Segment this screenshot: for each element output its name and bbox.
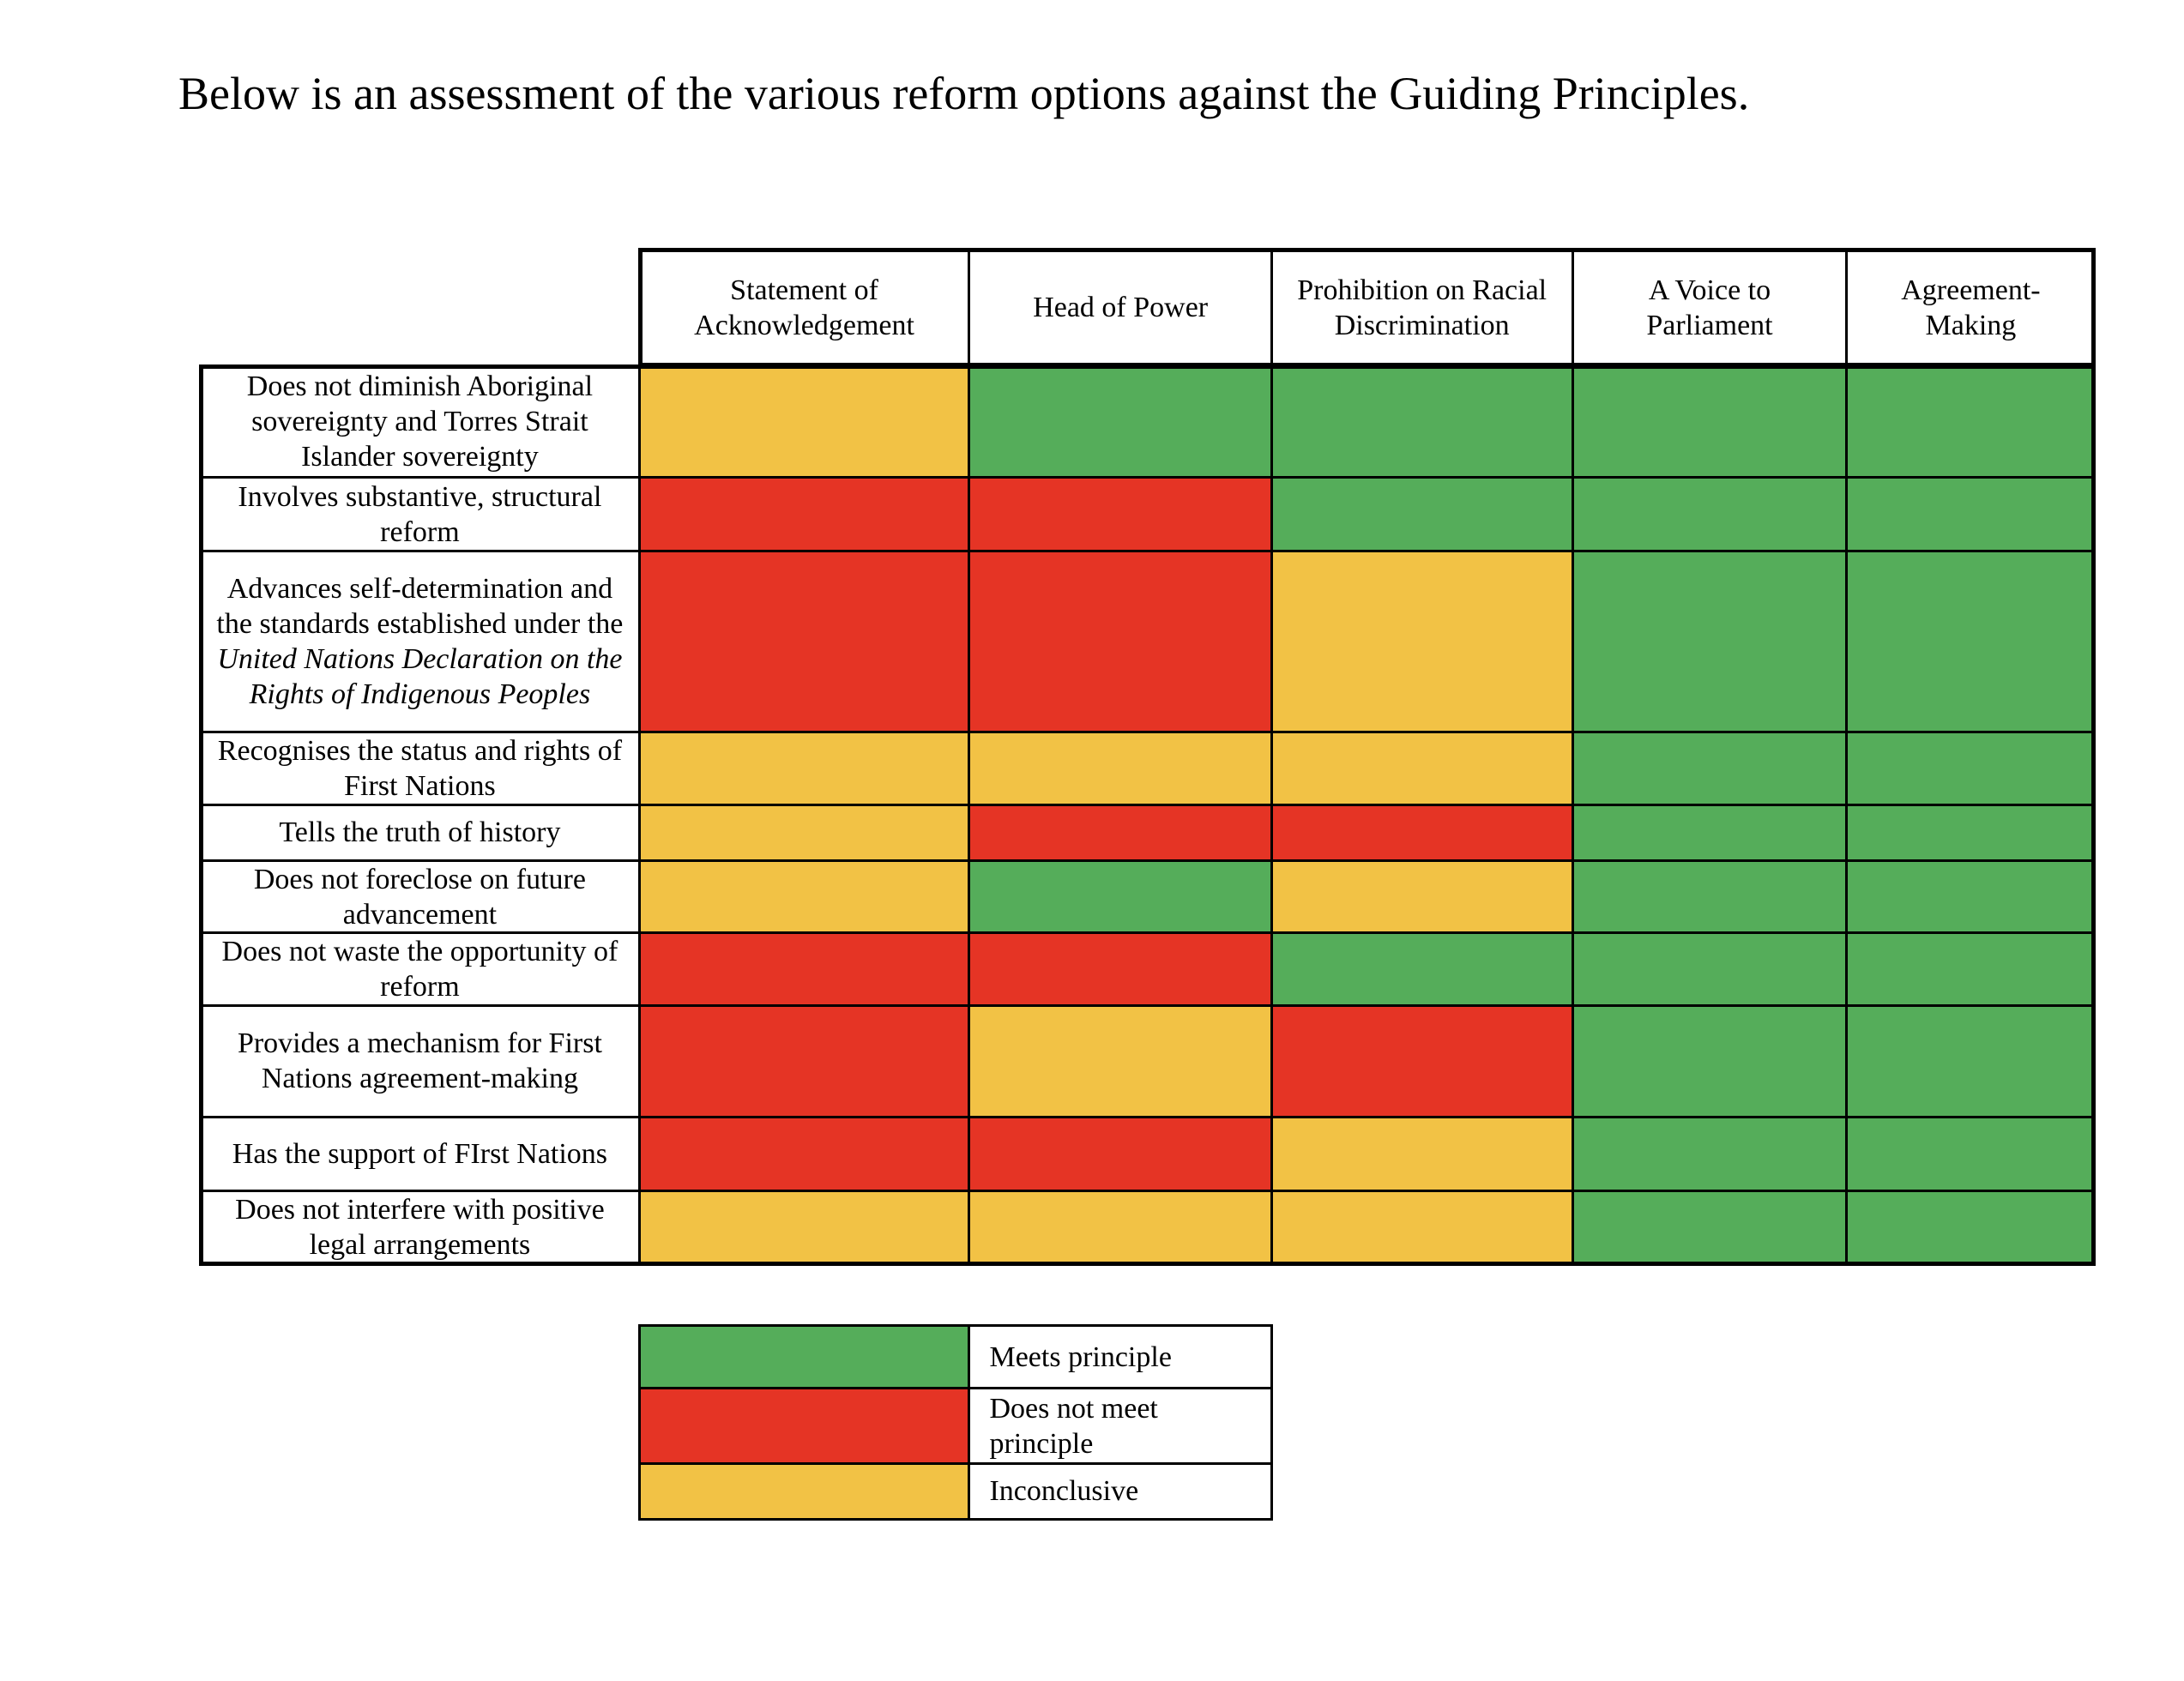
- status-cell: [1571, 1115, 1849, 1192]
- status-cell: [637, 476, 971, 553]
- label-part: Does not foreclose on future advancement: [253, 863, 586, 931]
- row-label: Advances self-determination and the stan…: [199, 550, 641, 734]
- status-cell: [1571, 931, 1849, 1007]
- status-cell: [1270, 931, 1574, 1007]
- row-label-text: Does not waste the opportunity of reform: [210, 934, 629, 1004]
- status-cell: [637, 731, 971, 806]
- status-cell: [968, 476, 1273, 553]
- status-cell: [968, 859, 1273, 935]
- row-label: Provides a mechanism for First Nations a…: [199, 1003, 641, 1118]
- label-part: Does not interfere with positive legal a…: [235, 1194, 605, 1262]
- row-label-text: Does not foreclose on future advancement: [210, 862, 629, 932]
- status-cell: [1845, 550, 2097, 734]
- row-label-text: Involves substantive, structural reform: [210, 479, 629, 550]
- status-cell: [1845, 1115, 2097, 1192]
- legend-swatch: [637, 1324, 971, 1390]
- status-cell: [637, 803, 971, 862]
- label-part: Provides a mechanism for First Nations a…: [237, 1027, 602, 1095]
- column-header: Statement of Acknowledgement: [637, 248, 971, 368]
- label-part: Recognises the status and rights of Firs…: [217, 735, 623, 803]
- row-label-text: Has the support of FIrst Nations: [232, 1136, 607, 1172]
- label-part: Involves substantive, structural reform: [238, 480, 602, 548]
- status-cell: [968, 931, 1273, 1007]
- row-label: Has the support of FIrst Nations: [199, 1115, 641, 1192]
- legend-swatch: [637, 1387, 971, 1465]
- status-cell: [637, 550, 971, 734]
- status-cell: [1571, 1003, 1849, 1118]
- status-cell: [637, 1189, 971, 1266]
- legend-label: Meets principle: [968, 1324, 1273, 1390]
- column-header: Prohibition on Racial Discrimination: [1270, 248, 1574, 368]
- status-cell: [968, 365, 1273, 479]
- status-cell: [637, 859, 971, 935]
- status-cell: [968, 550, 1273, 734]
- label-part: Does not diminish Aboriginal sovereignty…: [246, 371, 594, 473]
- status-cell: [1270, 476, 1574, 553]
- status-cell: [968, 1115, 1273, 1192]
- status-cell: [1270, 731, 1574, 806]
- status-cell: [1270, 1115, 1574, 1192]
- status-cell: [1571, 1189, 1849, 1266]
- status-cell: [968, 1189, 1273, 1266]
- row-label: Involves substantive, structural reform: [199, 476, 641, 553]
- label-part: Tells the truth of history: [279, 816, 561, 849]
- status-cell: [1270, 803, 1574, 862]
- label-part: Advances self-determination and the stan…: [216, 573, 624, 641]
- status-cell: [1571, 550, 1849, 734]
- row-label: Does not diminish Aboriginal sovereignty…: [199, 365, 641, 479]
- row-label-text: Provides a mechanism for First Nations a…: [210, 1026, 629, 1096]
- status-cell: [1845, 1003, 2097, 1118]
- status-cell: [968, 1003, 1273, 1118]
- status-cell: [1845, 931, 2097, 1007]
- row-label: Tells the truth of history: [199, 803, 641, 862]
- row-label-text: Advances self-determination and the stan…: [210, 571, 629, 712]
- status-cell: [1845, 859, 2097, 935]
- row-label: Does not waste the opportunity of reform: [199, 931, 641, 1007]
- status-cell: [637, 1115, 971, 1192]
- column-header: Agreement-Making: [1845, 248, 2097, 368]
- row-label-text: Recognises the status and rights of Firs…: [210, 733, 629, 804]
- status-cell: [1270, 1189, 1574, 1266]
- status-cell: [1571, 476, 1849, 553]
- row-label: Does not interfere with positive legal a…: [199, 1189, 641, 1266]
- legend-swatch: [637, 1461, 971, 1521]
- status-cell: [1571, 731, 1849, 806]
- status-cell: [1845, 476, 2097, 553]
- status-cell: [1270, 365, 1574, 479]
- label-part: Has the support of FIrst Nations: [232, 1137, 608, 1170]
- status-cell: [637, 1003, 971, 1118]
- status-cell: [1270, 859, 1574, 935]
- status-cell: [1571, 859, 1849, 935]
- status-cell: [1845, 1189, 2097, 1266]
- status-cell: [968, 731, 1273, 806]
- row-label-text: Tells the truth of history: [279, 815, 560, 850]
- status-cell: [637, 931, 971, 1007]
- status-cell: [1571, 365, 1849, 479]
- column-header: Head of Power: [968, 248, 1273, 368]
- status-cell: [1845, 365, 2097, 479]
- legend-label: Does not meet principle: [968, 1387, 1273, 1465]
- intro-text: Below is an assessment of the various re…: [178, 68, 1750, 119]
- row-label: Recognises the status and rights of Firs…: [199, 731, 641, 806]
- status-cell: [1270, 1003, 1574, 1118]
- row-label-text: Does not diminish Aboriginal sovereignty…: [210, 369, 629, 474]
- status-cell: [1571, 803, 1849, 862]
- column-header: A Voice to Parliament: [1571, 248, 1849, 368]
- status-cell: [1845, 803, 2097, 862]
- status-cell: [968, 803, 1273, 862]
- label-part: Does not waste the opportunity of reform: [221, 935, 618, 1003]
- status-cell: [1270, 550, 1574, 734]
- label-part: United Nations Declaration on the Rights…: [217, 643, 623, 711]
- status-cell: [637, 365, 971, 479]
- row-label: Does not foreclose on future advancement: [199, 859, 641, 935]
- legend-label: Inconclusive: [968, 1461, 1273, 1521]
- status-cell: [1845, 731, 2097, 806]
- row-label-text: Does not interfere with positive legal a…: [210, 1192, 629, 1262]
